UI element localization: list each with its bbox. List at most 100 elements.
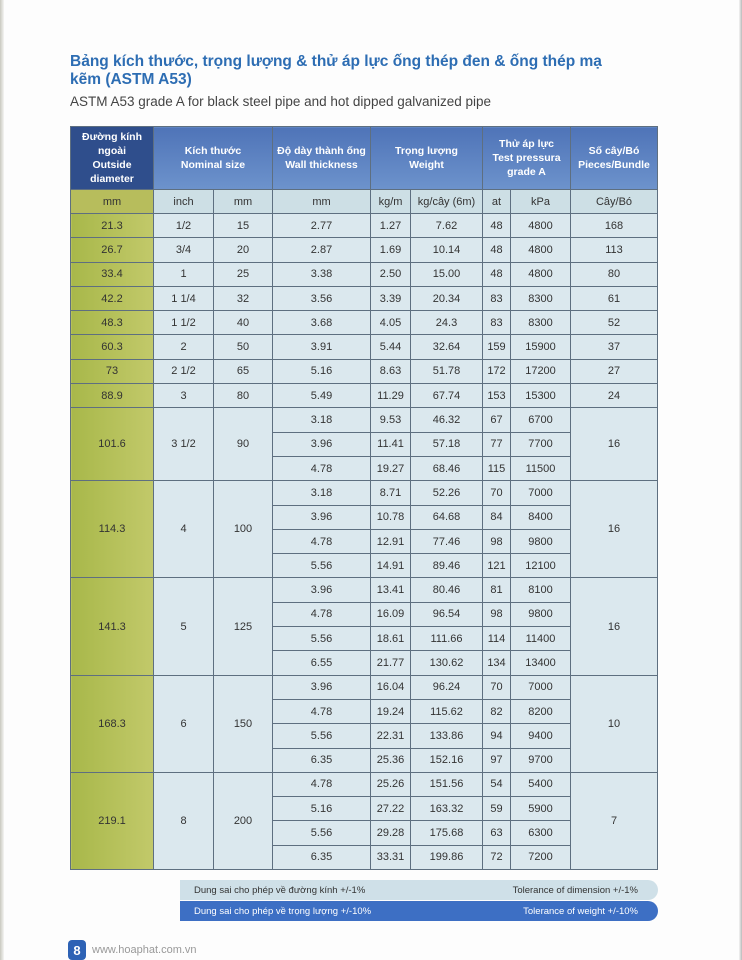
wall-thickness-cell: 3.38: [272, 261, 371, 287]
header-text: Kích thước: [184, 145, 242, 157]
pressure-at-cell: 115: [482, 455, 511, 482]
pressure-at-cell: 98: [482, 528, 511, 555]
pressure-at-cell: 67: [482, 407, 511, 433]
weight-kg-per-pipe-cell: 96.54: [410, 601, 483, 628]
pipe-spec-table: Đường kính ngoài Outside diameter Kích th…: [70, 126, 658, 871]
pressure-kpa-cell: 5400: [510, 771, 571, 798]
pressure-at-cell: 83: [482, 285, 511, 312]
wall-thickness-cell: 6.35: [272, 747, 371, 773]
weight-kgm-cell: 1.69: [370, 237, 411, 263]
units-row: mm inch mm mm kg/m kg/cây (6m) at kPa Câ…: [70, 189, 658, 214]
nominal-mm-cell: 15: [213, 212, 273, 239]
pressure-kpa-cell: 4800: [510, 212, 571, 239]
pieces-per-bundle-cell: 80: [570, 261, 658, 287]
pressure-at-cell: 54: [482, 771, 511, 798]
pressure-kpa-cell: 8300: [510, 310, 571, 336]
nominal-inch-cell: 4: [153, 480, 214, 579]
nominal-mm-cell: 25: [213, 261, 273, 287]
outside-diameter-cell: 141.3: [70, 577, 154, 676]
nominal-mm-cell: 65: [213, 358, 273, 385]
tolerance-dimension-en: Tolerance of dimension +/-1%: [512, 884, 638, 896]
weight-kgm-cell: 14.91: [370, 553, 411, 579]
pressure-kpa-cell: 15900: [510, 334, 571, 360]
wall-thickness-cell: 5.16: [272, 358, 371, 385]
pressure-kpa-cell: 7000: [510, 674, 571, 700]
pressure-kpa-cell: 8100: [510, 577, 571, 603]
pressure-kpa-cell: 6700: [510, 407, 571, 433]
pressure-at-cell: 83: [482, 310, 511, 336]
pressure-at-cell: 48: [482, 261, 511, 287]
weight-kg-per-pipe-cell: 24.3: [410, 310, 483, 336]
weight-kg-per-pipe-cell: 15.00: [410, 261, 483, 287]
tolerance-weight: Dung sai cho phép về trọng lượng +/-10% …: [180, 901, 658, 921]
unit-cell: kg/cây (6m): [410, 189, 483, 214]
pressure-at-cell: 77: [482, 431, 511, 457]
outside-diameter-cell: 21.3: [70, 212, 154, 239]
pressure-kpa-cell: 9400: [510, 723, 571, 749]
pressure-kpa-cell: 17200: [510, 358, 571, 385]
pressure-at-cell: 70: [482, 480, 511, 506]
wall-thickness-cell: 3.68: [272, 310, 371, 336]
pressure-at-cell: 72: [482, 844, 511, 871]
pressure-at-cell: 59: [482, 796, 511, 822]
pieces-per-bundle-cell: 24: [570, 383, 658, 409]
outside-diameter-cell: 168.3: [70, 674, 154, 773]
weight-kgm-cell: 8.63: [370, 358, 411, 385]
wall-thickness-cell: 4.78: [272, 601, 371, 628]
pressure-kpa-cell: 6300: [510, 820, 571, 846]
weight-kg-per-pipe-cell: 152.16: [410, 747, 483, 773]
weight-kg-per-pipe-cell: 64.68: [410, 504, 483, 530]
nominal-mm-cell: 32: [213, 285, 273, 312]
header-outside-diameter: Đường kính ngoài Outside diameter: [70, 126, 154, 190]
pressure-at-cell: 94: [482, 723, 511, 749]
header-text: Test pressura: [492, 152, 561, 164]
header-text: Weight: [409, 159, 444, 171]
nominal-mm-cell: 100: [213, 480, 273, 579]
wall-thickness-cell: 5.56: [272, 723, 371, 749]
tolerance-dimension-vi: Dung sai cho phép về đường kính +/-1%: [194, 884, 366, 896]
pressure-kpa-cell: 12100: [510, 553, 571, 579]
pieces-per-bundle-cell: 61: [570, 285, 658, 312]
outside-diameter-cell: 33.4: [70, 261, 154, 287]
table-row: 5.56 22.31 133.86 94 9400: [71, 723, 658, 749]
table-row: 33.4 1 25 3.38 2.50 15.00 48 4800 80: [70, 261, 658, 287]
wall-thickness-cell: 3.56: [272, 285, 371, 312]
weight-kg-per-pipe-cell: 133.86: [410, 723, 483, 749]
weight-kg-per-pipe-cell: 77.46: [410, 528, 483, 555]
tolerance-weight-vi: Dung sai cho phép về trọng lượng +/-10%: [194, 905, 372, 917]
unit-cell: Cây/Bó: [570, 189, 658, 214]
weight-kgm-cell: 8.71: [370, 480, 411, 506]
unit-cell: kPa: [510, 189, 571, 214]
nominal-inch-cell: 6: [153, 674, 214, 773]
nominal-inch-cell: 8: [153, 771, 214, 871]
page-title: Bảng kích thước, trọng lượng & thử áp lự…: [70, 53, 602, 88]
nominal-inch-cell: 1 1/4: [153, 285, 214, 312]
header-pieces-bundle: Số cây/Bó Pieces/Bundle: [570, 126, 658, 190]
weight-kgm-cell: 13.41: [370, 577, 411, 603]
wall-thickness-cell: 4.78: [272, 455, 371, 482]
wall-thickness-cell: 5.49: [272, 383, 371, 409]
pressure-at-cell: 121: [482, 553, 511, 579]
table-row: 4.78 19.24 115.62 82 8200: [71, 698, 658, 725]
weight-kg-per-pipe-cell: 80.46: [410, 577, 483, 603]
nominal-mm-cell: 50: [213, 334, 273, 360]
weight-kgm-cell: 9.53: [370, 407, 411, 433]
pressure-at-cell: 153: [482, 383, 511, 409]
weight-kg-per-pipe-cell: 175.68: [410, 820, 483, 846]
header-test-pressure: Thử áp lực Test pressura grade A: [482, 126, 571, 190]
nominal-inch-cell: 1 1/2: [153, 310, 214, 336]
weight-kgm-cell: 4.05: [370, 310, 411, 336]
pressure-kpa-cell: 7700: [510, 431, 571, 457]
pressure-at-cell: 82: [482, 698, 511, 725]
weight-kgm-cell: 5.44: [370, 334, 411, 360]
weight-kgm-cell: 25.26: [370, 771, 411, 798]
weight-kgm-cell: 27.22: [370, 796, 411, 822]
wall-thickness-cell: 3.18: [272, 480, 371, 506]
pressure-at-cell: 98: [482, 601, 511, 628]
weight-kg-per-pipe-cell: 89.46: [410, 553, 483, 579]
pressure-kpa-cell: 7000: [510, 480, 571, 506]
website-link[interactable]: www.hoaphat.com.vn: [92, 944, 197, 956]
wall-thickness-cell: 4.78: [272, 528, 371, 555]
table-row: 48.3 1 1/2 40 3.68 4.05 24.3 83 8300 52: [70, 310, 658, 336]
